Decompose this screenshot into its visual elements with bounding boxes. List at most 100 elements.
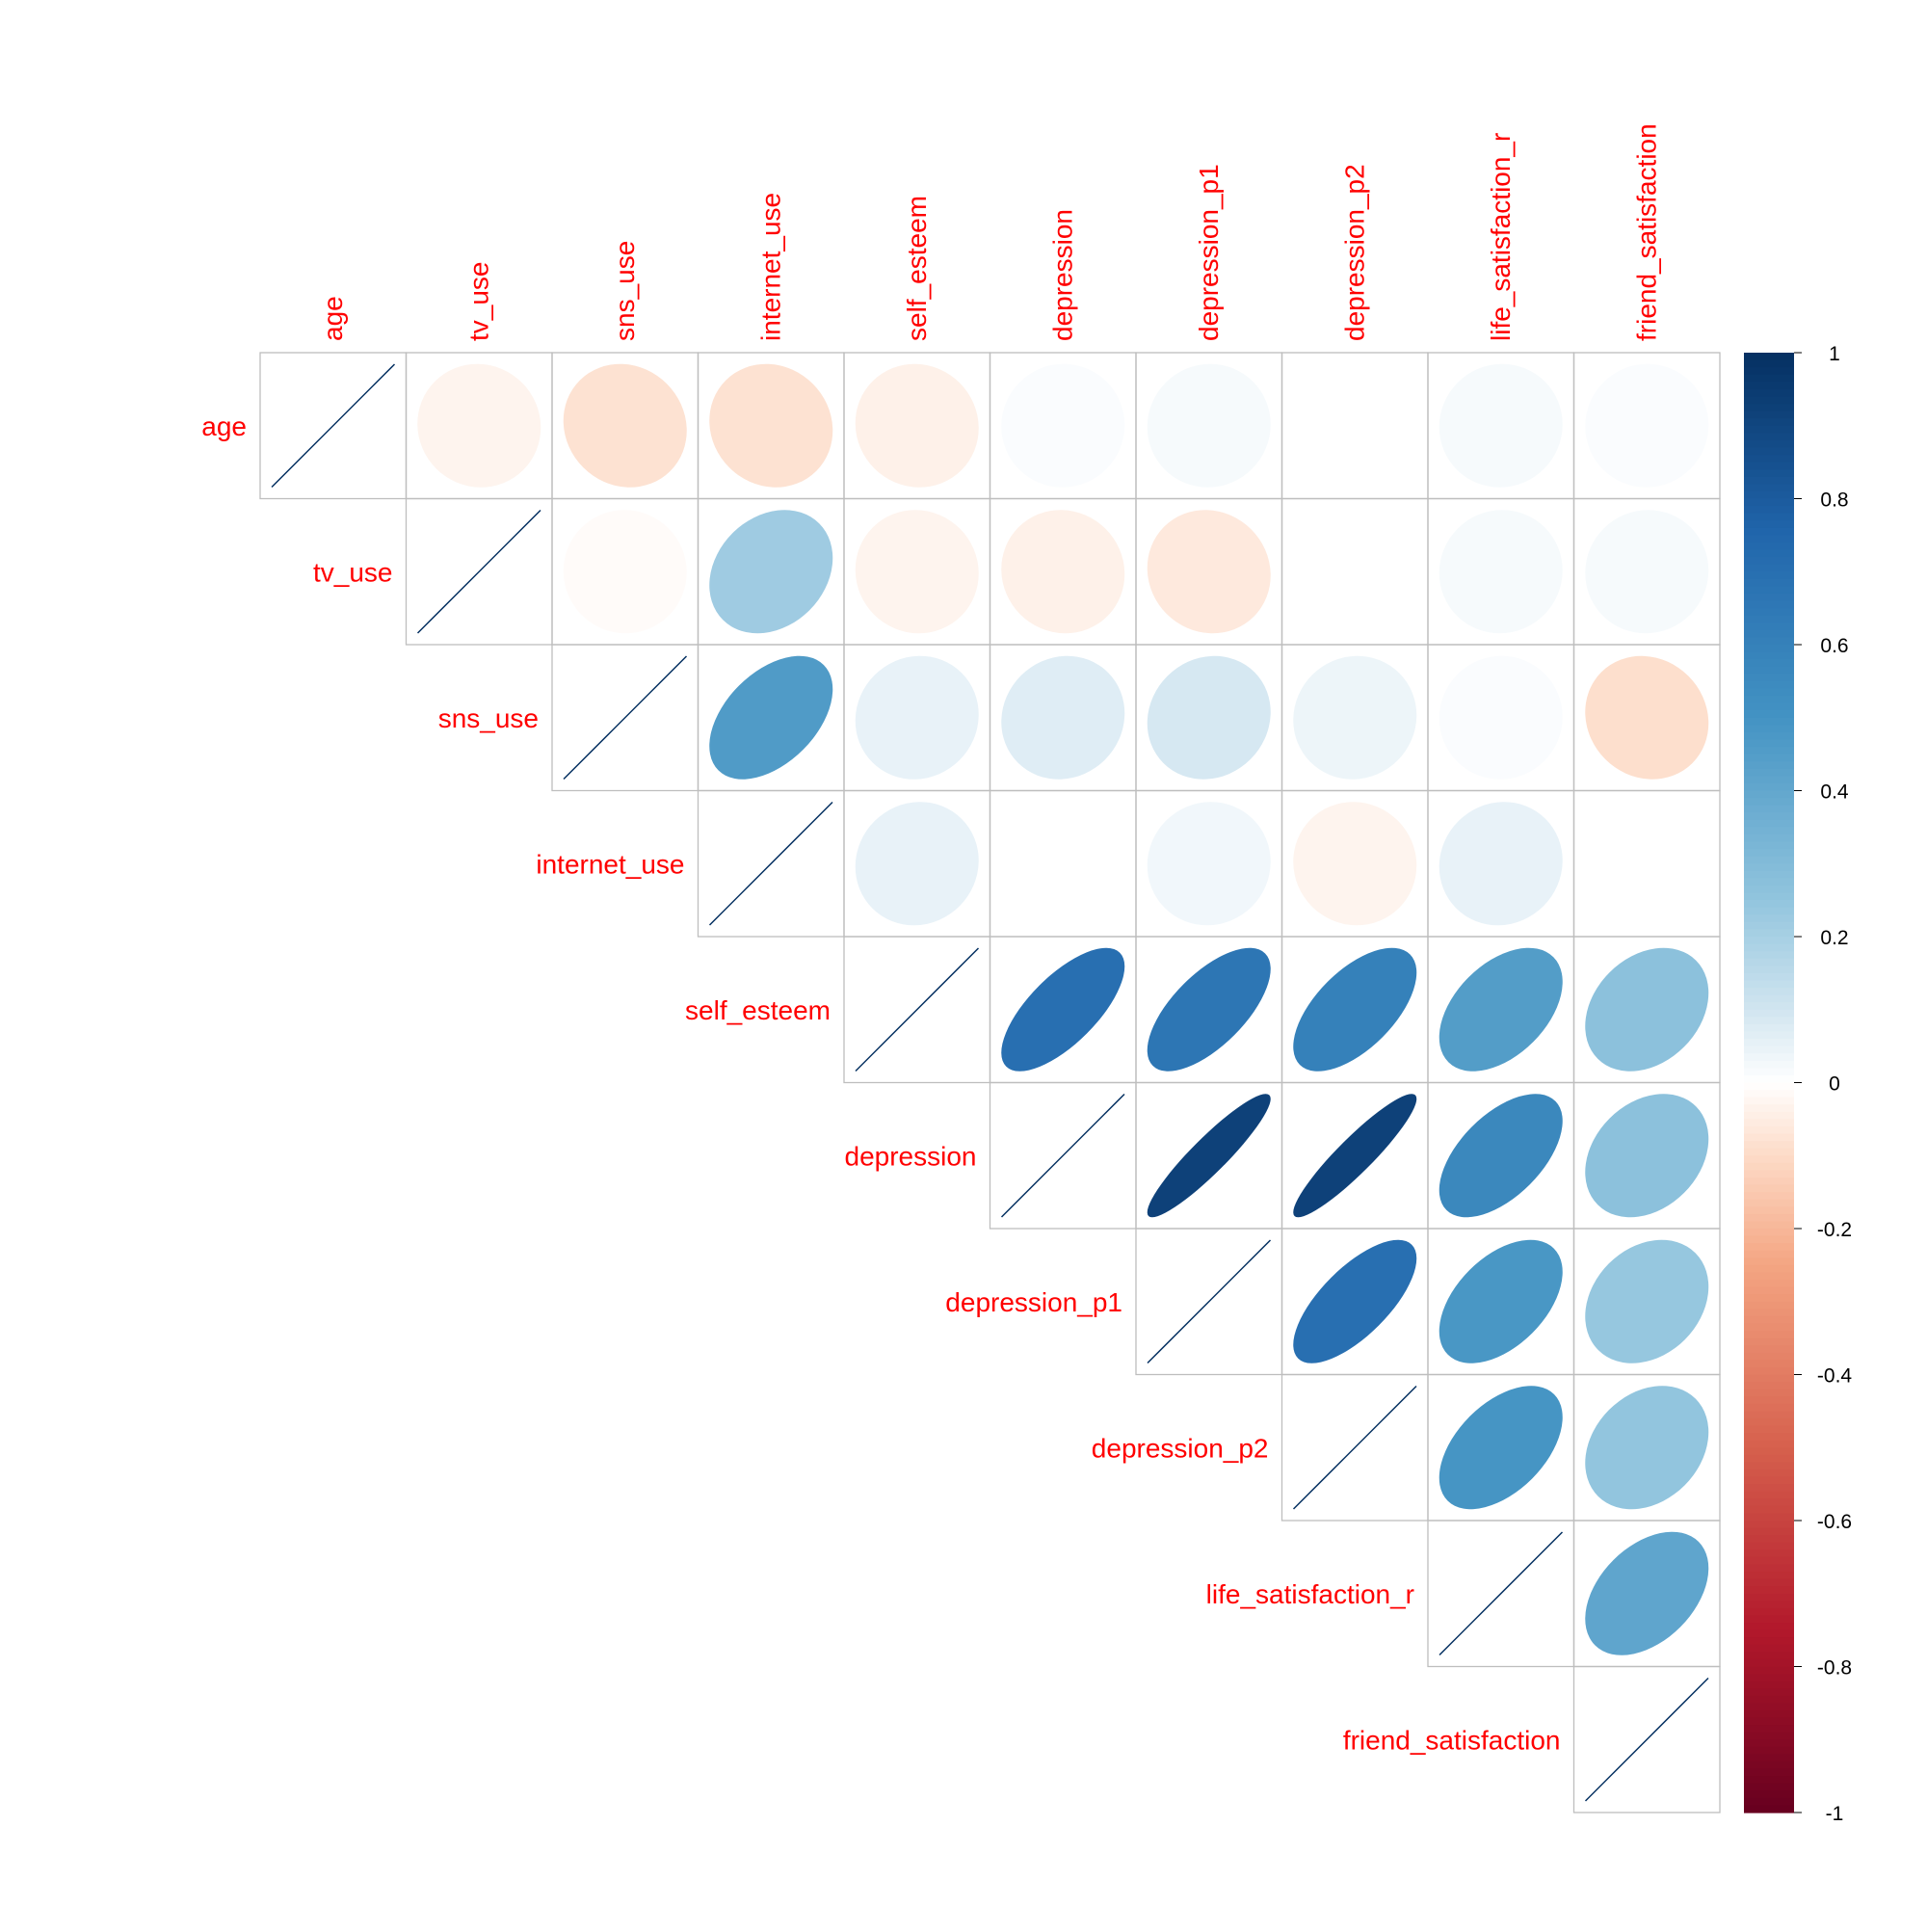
legend-swatch: [1744, 710, 1794, 719]
column-labels: age tv_use sns_use internet_use self_esteem d…: [318, 123, 1662, 341]
legend-swatch: [1744, 761, 1794, 770]
column-label-depression_p2: depression_p2: [1339, 164, 1369, 341]
legend-swatch: [1744, 1681, 1794, 1689]
ellipse-depression_p1-friend_satisfaction: [1585, 1239, 1709, 1363]
ellipse-age-depression_p1: [1147, 363, 1271, 488]
legend-swatch: [1744, 914, 1794, 923]
legend-swatch: [1744, 1695, 1794, 1704]
legend-swatch: [1744, 1484, 1794, 1493]
legend-swatch: [1744, 1213, 1794, 1223]
diagonal-line-age: [271, 363, 396, 489]
legend-swatch: [1744, 1148, 1794, 1156]
legend-swatch: [1744, 1009, 1794, 1018]
ellipse-age-friend_satisfaction: [1585, 363, 1709, 488]
legend-swatch: [1744, 1586, 1794, 1595]
ellipse-internet_use-friend_satisfaction: [1585, 802, 1709, 926]
legend-swatch: [1744, 571, 1794, 580]
legend-swatch: [1744, 1352, 1794, 1361]
row-label-tv_use: tv_use: [313, 557, 393, 587]
legend-swatch: [1744, 1331, 1794, 1339]
column-label-age: age: [318, 296, 348, 341]
legend-swatch: [1744, 819, 1794, 828]
ellipse-depression-depression_p1: [1147, 1094, 1271, 1218]
legend-swatch: [1744, 1221, 1794, 1230]
legend-swatch: [1744, 1250, 1794, 1258]
color-legend: 1 0.8 0.6 0.4 0.2 0 -0.2 -0.4 -0.6 -0.8 -1: [1744, 343, 1852, 1825]
legend-swatch: [1744, 1440, 1794, 1448]
legend-swatch: [1744, 353, 1794, 361]
row-label-age: age: [201, 411, 247, 441]
legend-swatch: [1744, 958, 1794, 966]
ellipse-sns_use-friend_satisfaction: [1585, 655, 1709, 780]
legend-swatch: [1744, 1082, 1794, 1091]
legend-swatch: [1744, 549, 1794, 558]
legend-swatch: [1744, 834, 1794, 843]
diagonal-line-life_satisfaction_r: [1439, 1531, 1564, 1656]
legend-swatch: [1744, 425, 1794, 434]
ellipse-age-depression_p2: [1293, 363, 1417, 488]
legend-swatch: [1744, 578, 1794, 587]
legend-swatch: [1744, 731, 1794, 741]
legend-swatch: [1744, 1177, 1794, 1186]
legend-swatch: [1744, 1403, 1794, 1412]
legend-swatch: [1744, 1023, 1794, 1033]
legend-swatch: [1744, 439, 1794, 449]
legend-swatch: [1744, 1572, 1794, 1580]
ellipse-age-sns_use: [563, 363, 687, 488]
legend-swatch: [1744, 506, 1794, 515]
legend-swatch: [1744, 404, 1794, 412]
legend-swatch: [1744, 1776, 1794, 1785]
legend-swatch: [1744, 827, 1794, 835]
legend-swatch: [1744, 776, 1794, 784]
ellipse-self_esteem-depression: [1001, 947, 1125, 1072]
legend-swatch: [1744, 1739, 1794, 1748]
legend-swatch: [1744, 1060, 1794, 1069]
row-label-depression: depression: [845, 1141, 977, 1171]
legend-swatch: [1744, 1389, 1794, 1397]
ellipse-depression_p1-depression_p2: [1293, 1239, 1417, 1363]
legend-swatch: [1744, 943, 1794, 952]
legend-swatch: [1744, 1629, 1794, 1638]
legend-swatch: [1744, 1498, 1794, 1507]
row-label-life_satisfaction_r: life_satisfaction_r: [1206, 1579, 1414, 1609]
legend-swatch: [1744, 1119, 1794, 1127]
legend-swatch: [1744, 1615, 1794, 1624]
legend-swatch: [1744, 498, 1794, 507]
legend-swatch: [1744, 972, 1794, 982]
legend-swatch: [1744, 535, 1794, 543]
legend-swatch: [1744, 907, 1794, 915]
legend-swatch: [1744, 1002, 1794, 1011]
ellipse-age-depression: [1001, 363, 1125, 488]
legend-swatch: [1744, 1564, 1794, 1573]
legend-swatch: [1744, 929, 1794, 938]
legend-swatch: [1744, 1732, 1794, 1740]
row-label-friend_satisfaction: friend_satisfaction: [1343, 1725, 1561, 1755]
ellipse-sns_use-depression: [1001, 655, 1125, 780]
legend-swatch: [1744, 1709, 1794, 1719]
legend-swatch: [1744, 1141, 1794, 1150]
diagonal-line-depression_p2: [1292, 1385, 1417, 1510]
ellipse-depression_p2-friend_satisfaction: [1585, 1386, 1709, 1510]
legend-swatch: [1744, 469, 1794, 478]
legend-tick-label: 0.2: [1820, 927, 1848, 949]
legend-swatch: [1744, 1382, 1794, 1390]
row-label-depression_p2: depression_p2: [1092, 1433, 1269, 1463]
legend-swatch: [1744, 557, 1794, 566]
legend-swatch: [1744, 447, 1794, 456]
legend-swatch: [1744, 856, 1794, 864]
column-label-self_esteem: self_esteem: [902, 196, 932, 341]
legend-swatch: [1744, 1374, 1794, 1383]
legend-tick-label: -0.2: [1817, 1219, 1852, 1241]
ellipse-depression_p1-life_satisfaction_r: [1439, 1239, 1563, 1363]
legend-swatch: [1744, 645, 1794, 653]
legend-swatch: [1744, 1527, 1794, 1536]
legend-swatch: [1744, 1286, 1794, 1295]
ellipse-tv_use-sns_use: [563, 510, 687, 634]
legend-swatch: [1744, 812, 1794, 821]
legend-swatch: [1744, 1666, 1794, 1675]
ellipse-age-life_satisfaction_r: [1439, 363, 1563, 488]
legend-swatch: [1744, 593, 1794, 602]
legend-swatch: [1744, 1068, 1794, 1076]
legend-tick-label: -0.6: [1817, 1511, 1852, 1533]
legend-swatch: [1744, 629, 1794, 639]
